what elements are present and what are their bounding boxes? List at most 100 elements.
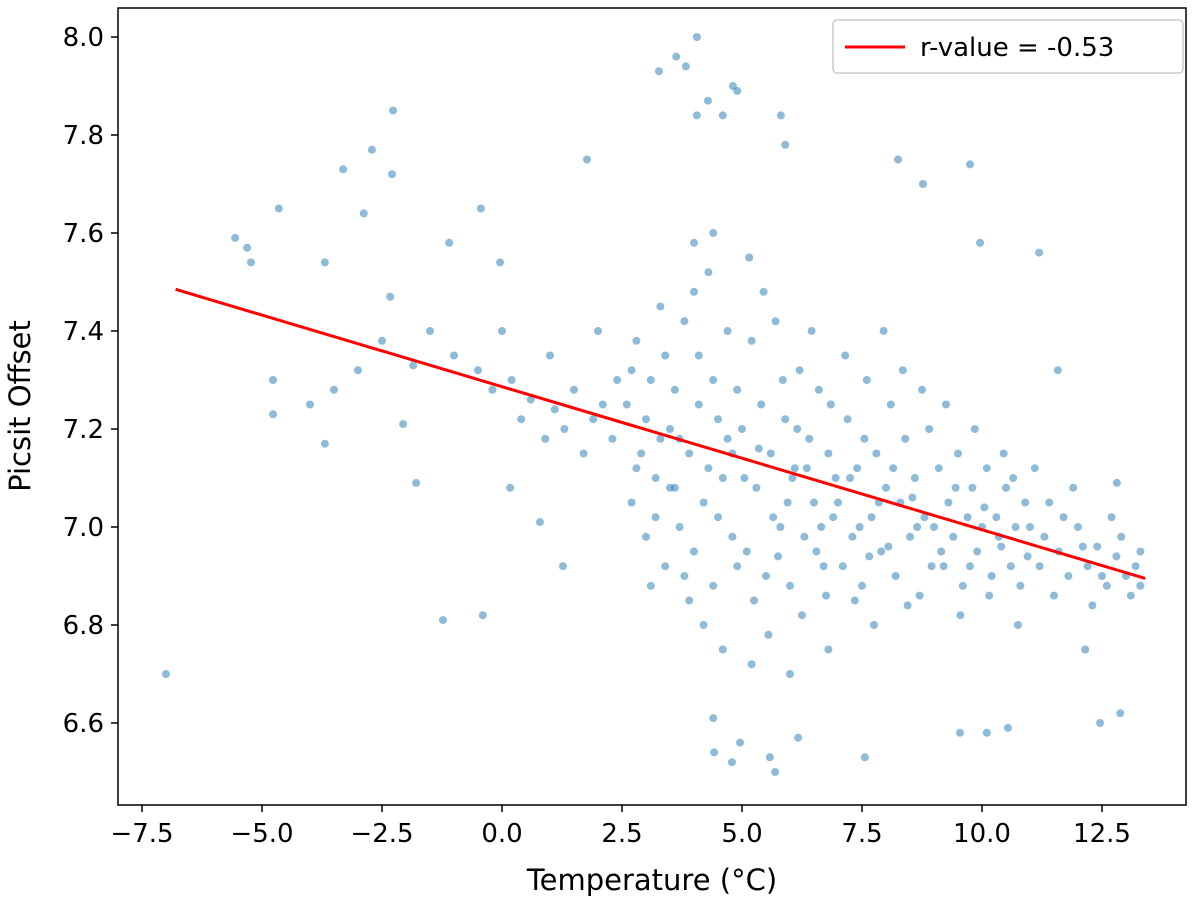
scatter-point xyxy=(558,562,567,571)
axes-frame xyxy=(117,7,1187,806)
scatter-point xyxy=(1098,572,1106,580)
scatter-point xyxy=(910,474,919,482)
scatter-point xyxy=(656,434,665,443)
scatter-point xyxy=(980,503,989,512)
scatter-point xyxy=(1030,464,1039,473)
y-tick-label: 7.2 xyxy=(63,415,104,445)
scatter-point xyxy=(690,238,698,247)
y-tick-label: 7.0 xyxy=(63,513,104,543)
scatter-point xyxy=(1074,523,1082,531)
scatter-point xyxy=(445,238,454,247)
scatter-point xyxy=(1131,562,1140,571)
scatter-point xyxy=(488,385,497,394)
scatter-point xyxy=(920,513,929,522)
scatter-point xyxy=(1093,542,1102,551)
scatter-point xyxy=(736,738,745,747)
scatter-point xyxy=(858,581,866,590)
scatter-point xyxy=(661,562,670,571)
scatter-point xyxy=(860,753,869,762)
scatter-point xyxy=(937,547,946,556)
scatter-point xyxy=(728,532,737,541)
scatter-point xyxy=(654,67,663,76)
scatter-point xyxy=(680,317,689,326)
scatter-point xyxy=(769,513,778,522)
scatter-point xyxy=(699,498,708,507)
x-tick-label: 10.0 xyxy=(953,819,1011,849)
scatter-point xyxy=(690,287,698,296)
scatter-point xyxy=(781,140,790,149)
scatter-point xyxy=(824,645,833,654)
scatter-point xyxy=(1069,483,1078,492)
scatter-point xyxy=(1035,562,1044,571)
scatter-point xyxy=(709,376,718,384)
scatter-point xyxy=(541,434,550,443)
scatter-point xyxy=(738,425,746,433)
scatter-point xyxy=(942,400,950,409)
scatter-point xyxy=(733,385,742,394)
scatter-point xyxy=(745,253,754,262)
scatter-point xyxy=(269,410,278,419)
scatter-point xyxy=(386,292,395,301)
scatter-point xyxy=(884,542,893,551)
scatter-point xyxy=(838,562,847,571)
y-tick-label: 6.8 xyxy=(63,611,104,641)
scatter-point xyxy=(656,302,665,311)
scatter-point xyxy=(651,474,660,482)
scatter-point xyxy=(894,155,902,164)
scatter-point xyxy=(906,532,914,541)
scatter-point xyxy=(718,645,727,654)
scatter-point xyxy=(762,572,770,580)
y-tick-label: 7.4 xyxy=(63,317,104,347)
scatter-point xyxy=(709,581,718,590)
scatter-point xyxy=(359,209,368,218)
scatter-point xyxy=(963,513,972,522)
scatter-point xyxy=(1083,562,1092,571)
scatter-point xyxy=(450,351,458,360)
scatter-point xyxy=(1014,621,1022,629)
scatter-point xyxy=(765,753,774,762)
scatter-point xyxy=(1081,645,1090,654)
scatter-point xyxy=(877,547,886,556)
scatter-point xyxy=(1040,532,1049,541)
scatter-point xyxy=(598,400,607,409)
scatter-point xyxy=(850,596,859,605)
scatter-point xyxy=(1023,552,1032,561)
x-tick-label: 2.5 xyxy=(601,819,642,849)
scatter-point xyxy=(786,581,794,590)
y-tick-label: 6.6 xyxy=(63,709,104,739)
scatter-point xyxy=(800,532,809,541)
scatter-point xyxy=(867,513,876,522)
scatter-point xyxy=(771,768,780,776)
scatter-point xyxy=(774,552,782,561)
y-axis: 6.6 6.8 7.0 7.2 7.4 7.6 7.8 8.0 xyxy=(63,23,118,739)
scatter-point xyxy=(834,498,842,507)
scatter-point xyxy=(661,351,670,360)
scatter-point xyxy=(1126,591,1135,600)
scatter-point xyxy=(944,498,953,507)
scatter-point xyxy=(1009,474,1018,482)
x-tick-label: −2.5 xyxy=(350,819,413,849)
scatter-point xyxy=(783,498,792,507)
scatter-point xyxy=(776,523,785,531)
scatter-point xyxy=(752,483,761,492)
scatter-point xyxy=(848,532,857,541)
scatter-point xyxy=(632,336,641,345)
scatter-point xyxy=(589,415,598,424)
scatter-point xyxy=(727,758,736,767)
x-axis-label: Temperature (°C) xyxy=(526,863,777,897)
scatter-point xyxy=(951,483,960,492)
y-tick-label: 8.0 xyxy=(63,23,104,53)
scatter-point xyxy=(795,366,804,375)
x-tick-label: 12.5 xyxy=(1073,819,1131,849)
scatter-point xyxy=(723,434,732,443)
scatter-point xyxy=(646,581,655,590)
scatter-point xyxy=(694,400,703,409)
scatter-point xyxy=(1088,601,1097,610)
scatter-point xyxy=(632,464,641,473)
scatter-point xyxy=(582,155,591,164)
scatter-point xyxy=(670,385,679,394)
x-tick-label: −7.5 xyxy=(110,819,173,849)
scatter-point xyxy=(788,474,797,482)
scatter-point xyxy=(826,400,835,409)
